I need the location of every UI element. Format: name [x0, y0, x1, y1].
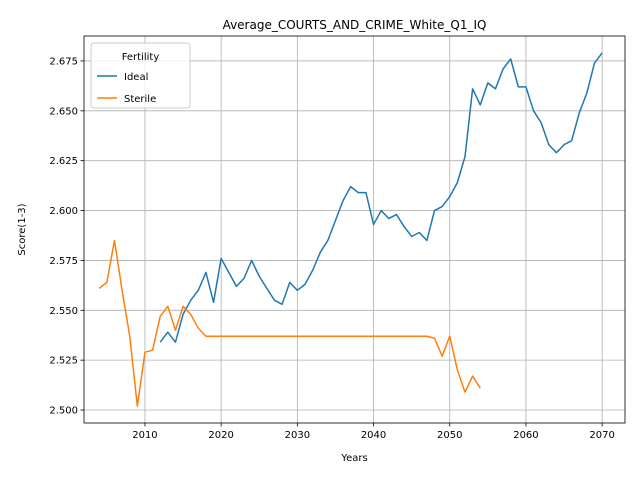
plot-frame	[83, 35, 626, 424]
y-tick-label: 2.575	[49, 256, 78, 267]
y-axis: 2.500 2.525 2.550 2.575 2.600 2.625 2.650 2.675	[49, 56, 84, 417]
series-line-ideal	[159, 52, 603, 343]
legend-label-sterile: Sterile	[124, 94, 156, 105]
x-axis: 2010 2020 2030 2040 2050 2060 2070	[132, 423, 615, 441]
series-line-sterile	[98, 239, 481, 407]
legend-label-ideal: Ideal	[124, 72, 148, 83]
chart-title: Average_COURTS_AND_CRIME_White_Q1_IQ	[223, 18, 487, 32]
y-tick-label: 2.625	[49, 156, 78, 167]
x-tick-label: 2060	[513, 430, 538, 441]
grid-lines	[84, 36, 625, 423]
y-tick-label: 2.600	[49, 206, 78, 217]
legend-box	[90, 42, 191, 109]
y-tick-label: 2.550	[49, 306, 78, 317]
legend: Fertility Ideal Sterile	[90, 42, 191, 109]
x-tick-label: 2040	[361, 430, 386, 441]
x-tick-label: 2050	[437, 430, 462, 441]
x-tick-label: 2030	[285, 430, 310, 441]
y-tick-label: 2.675	[49, 56, 78, 67]
y-tick-label: 2.525	[49, 356, 78, 367]
x-tick-label: 2020	[208, 430, 233, 441]
series-layer	[98, 52, 603, 407]
legend-title: Fertility	[122, 52, 160, 63]
y-axis-label: Score(1-3)	[17, 203, 28, 255]
y-tick-label: 2.500	[49, 406, 78, 417]
x-tick-label: 2070	[589, 430, 614, 441]
x-axis-label: Years	[340, 453, 367, 464]
y-tick-label: 2.650	[49, 106, 78, 117]
x-tick-label: 2010	[132, 430, 157, 441]
